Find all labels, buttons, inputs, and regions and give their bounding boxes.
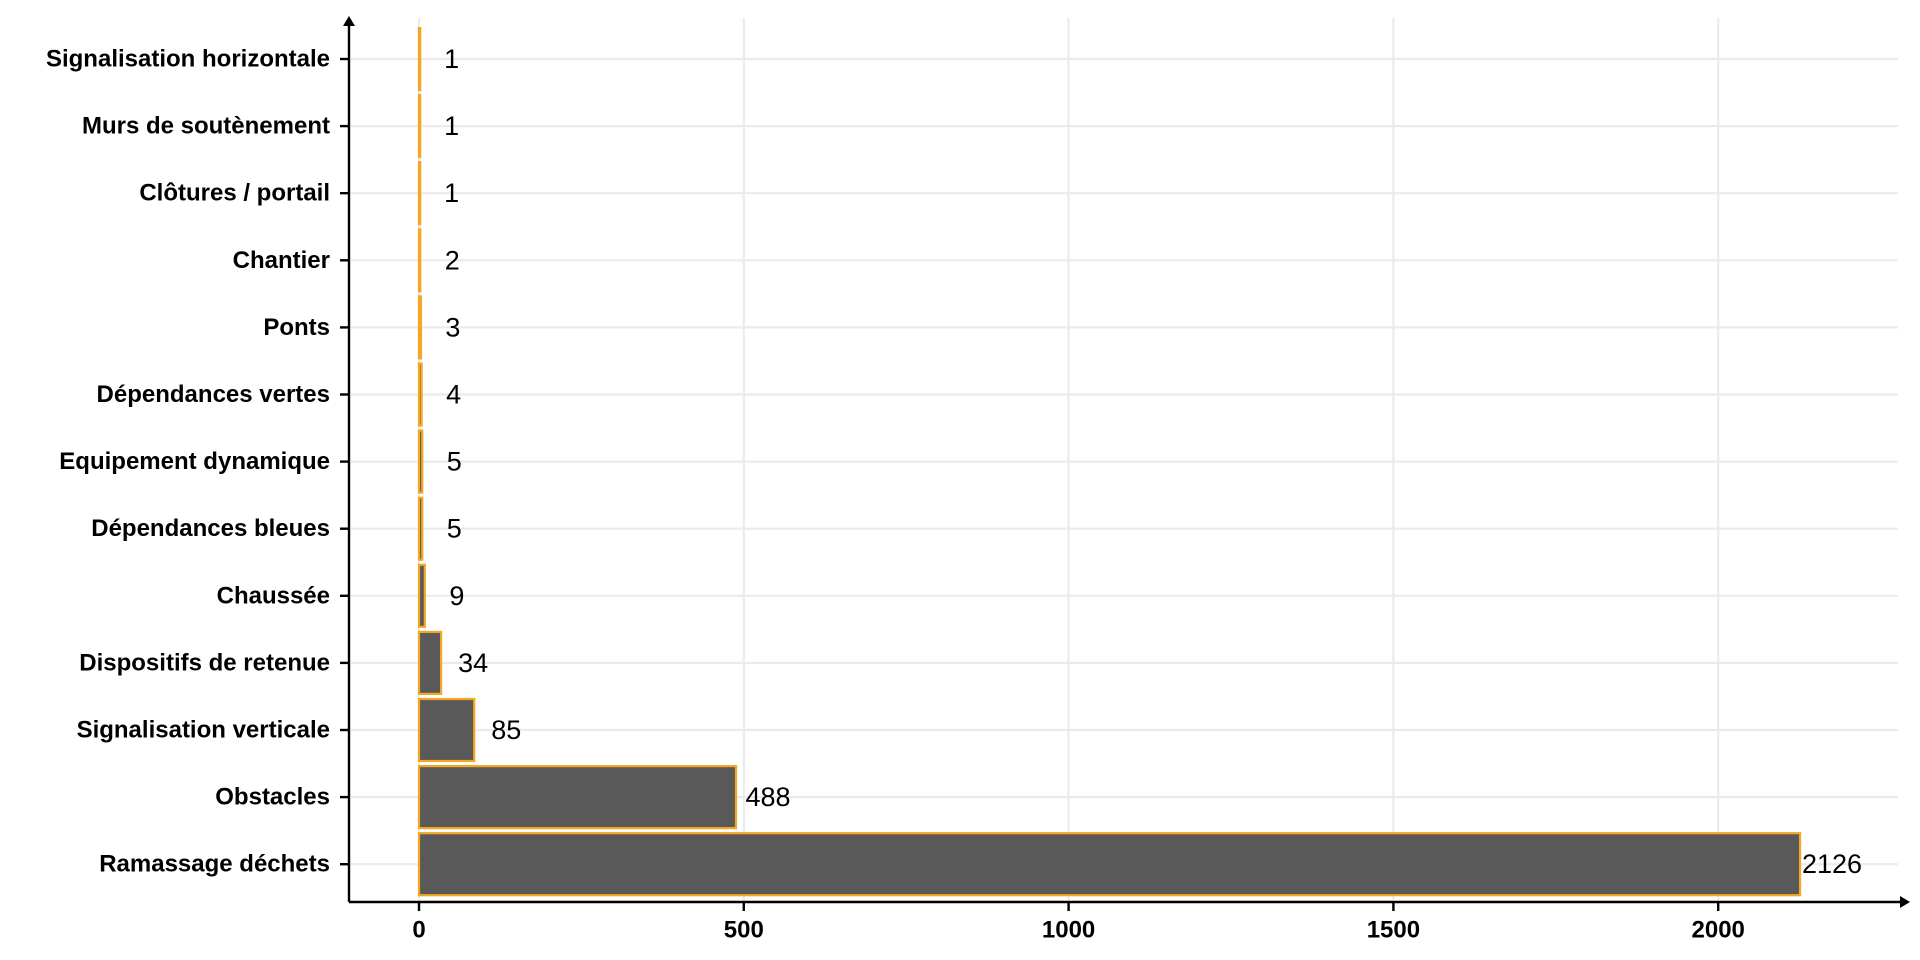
x-tick-label: 2000 [1692,917,1745,944]
tick-labels-layer: Signalisation horizontale Murs de soutène… [46,46,1745,944]
x-tick-label: 500 [724,917,764,944]
bar [417,697,476,763]
bar [417,429,424,494]
data-label: 1 [444,111,459,141]
bar [417,832,1802,897]
bar [417,161,422,226]
bars-layer [417,26,1802,897]
bar [417,630,443,696]
y-tick-label: Ramassage déchets [99,851,330,878]
y-tick-label: Murs de soutènement [82,113,330,140]
x-axis-arrow-icon [1900,896,1910,908]
data-label: 1 [444,178,459,208]
bar [417,496,424,561]
bar [417,295,423,360]
data-label: 5 [447,514,462,544]
x-tick-label: 1000 [1042,917,1095,944]
x-tick-label: 0 [412,917,425,944]
bar [417,362,423,427]
y-axis-arrow-icon [343,16,355,26]
data-label: 5 [447,447,462,477]
bar [417,764,738,830]
bar [417,228,422,293]
y-tick-label: Obstacles [215,784,330,811]
y-tick-label: Signalisation verticale [77,717,330,744]
data-label: 34 [458,648,488,678]
data-label: 2126 [1802,849,1862,879]
y-tick-label: Chantier [233,247,330,274]
y-tick-label: Dispositifs de retenue [79,649,330,676]
axes-layer [343,16,1910,908]
y-tick-label: Signalisation horizontale [46,46,330,73]
bar [417,563,426,628]
data-label: 9 [449,581,464,611]
data-label: 85 [491,715,521,745]
x-tick-label: 1500 [1367,917,1420,944]
data-label: 3 [445,312,460,342]
y-tick-label: Dépendances vertes [97,381,330,408]
data-label: 4 [446,380,461,410]
bar [417,93,422,159]
data-label: 488 [745,782,790,812]
y-tick-label: Chaussée [217,582,330,609]
y-tick-label: Clôtures / portail [139,180,330,207]
y-tick-label: Dépendances bleues [91,515,330,542]
data-label: 1 [444,44,459,74]
data-label: 2 [445,245,460,275]
y-tick-label: Equipement dynamique [59,448,330,475]
bar [417,26,422,92]
y-tick-label: Ponts [263,314,330,341]
